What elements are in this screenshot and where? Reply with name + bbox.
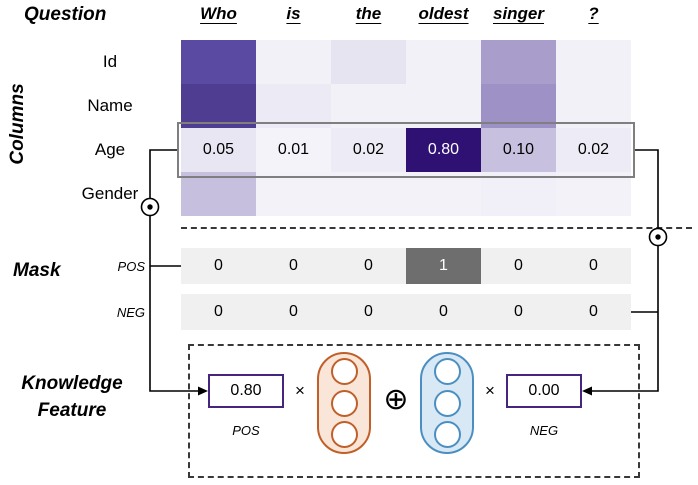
mask-cell: 0 [181,248,256,284]
vector-node-icon [433,420,461,448]
columns-label: Columns [7,83,28,165]
column-row-names: Id Name Age Gender [55,40,165,216]
multiply-symbol-right: × [485,381,495,400]
age-score-cell: 0.01 [256,128,331,172]
knowledge-feature-box [188,344,640,478]
vector-node-icon [330,389,358,417]
pos-row-label: POS [117,259,145,274]
heatmap-cell [481,84,556,128]
age-score-cell: 0.10 [481,128,556,172]
mask-cell: 0 [331,248,406,284]
row-name-id: Id [102,52,118,71]
row-name-age: Age [94,140,126,159]
heatmap-cell [406,40,481,84]
question-word-is: is [286,4,301,23]
question-word-oldest: oldest [418,4,469,23]
vector-node-icon [330,358,358,386]
heatmap-cell [556,40,631,84]
vector-node-icon [330,420,358,448]
heatmap-row-name [181,84,631,128]
heatmap-cell [181,40,256,84]
mask-cell: 0 [481,248,556,284]
question-words: Who is the oldest singer ? [181,4,631,24]
heatmap-cell [481,40,556,84]
age-row-highlight [177,122,635,178]
question-word-the: the [355,4,382,23]
heatmap-row-id [181,40,631,84]
heatmap-cell [331,40,406,84]
heatmap-cell [406,172,481,216]
row-name-gender: Gender [81,184,139,203]
question-word-qmark: ? [588,4,599,23]
heatmap-cell [181,172,256,216]
multiply-symbol-left: × [295,381,305,400]
mask-cell: 0 [181,294,256,330]
heatmap-cell [331,172,406,216]
elementwise-product-icon-right [648,227,668,247]
heatmap-cell [181,84,256,128]
knowledge-feature-label-line2: Feature [37,400,107,421]
heatmap-cell [556,172,631,216]
vector-node-icon [433,389,461,417]
age-score-cell: 0.80 [406,128,481,172]
mask-label: Mask [13,260,61,281]
heatmap-cell [256,84,331,128]
heatmap-cell [481,172,556,216]
question-word-who: Who [200,4,237,23]
vector-node-icon [433,358,461,386]
heatmap-cell [331,84,406,128]
mask-cell: 0 [256,294,331,330]
mask-neg-row: 0 0 0 0 0 0 [181,294,631,330]
heatmap-cell [256,40,331,84]
neg-value-box: 0.00 [506,374,582,408]
heatmap-cell [406,84,481,128]
oplus-symbol: ⊕ [383,383,409,416]
neg-embedding-vector [420,352,474,454]
pos-embedding-vector [317,352,371,454]
heatmap-row-gender [181,172,631,216]
mask-cell: 0 [331,294,406,330]
attention-heatmap: 0.05 0.01 0.02 0.80 0.10 0.02 [181,40,631,216]
neg-row-label: NEG [116,305,145,320]
knowledge-feature-label: Knowledge Feature [2,370,142,424]
age-score-cell: 0.02 [331,128,406,172]
mask-cell: 0 [556,248,631,284]
knowledge-feature-label-line1: Knowledge [21,373,123,394]
pos-value-box: 0.80 [208,374,284,408]
question-label: Question [24,4,107,25]
mask-cell: 0 [406,294,481,330]
mask-cell: 1 [406,248,481,284]
heatmap-cell [256,172,331,216]
mask-pos-row: 0 0 0 1 0 0 [181,248,631,284]
neg-feature-label: NEG [529,423,559,438]
row-name-name: Name [87,96,133,115]
pos-feature-label: POS [232,423,260,438]
heatmap-cell [556,84,631,128]
dashed-separator [181,227,692,229]
mask-cell: 0 [256,248,331,284]
mask-cell: 0 [556,294,631,330]
question-word-singer: singer [492,4,545,23]
mask-cell: 0 [481,294,556,330]
